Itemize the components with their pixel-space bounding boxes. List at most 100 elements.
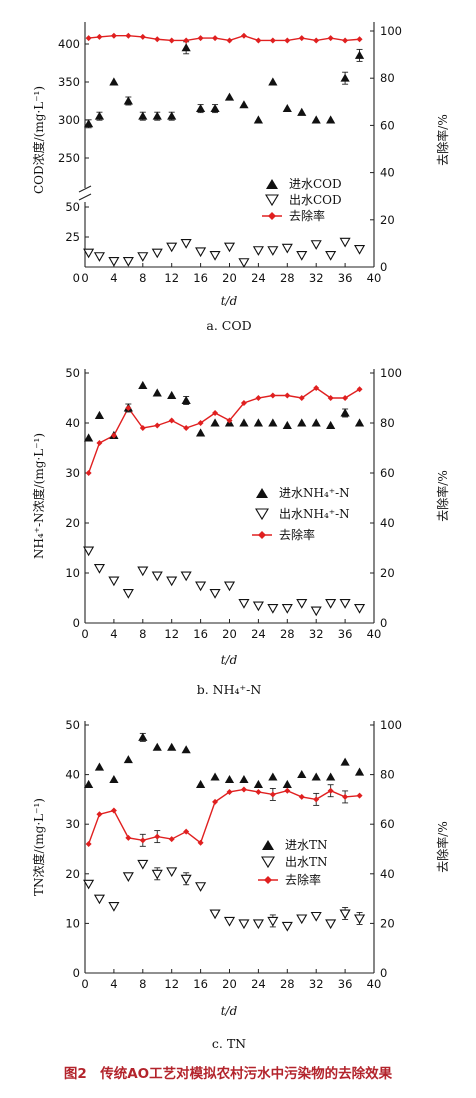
x-axis-label: t/d (221, 653, 238, 667)
axis-break-mark (78, 185, 92, 193)
influent-point (167, 390, 177, 399)
influent-point (311, 772, 321, 781)
influent-point (224, 92, 235, 101)
y-tick-label: 40 (65, 768, 80, 782)
effluent-point (267, 603, 279, 614)
removal-rate-point (327, 787, 334, 794)
x-tick-label: 0 (81, 271, 88, 285)
influent-point (340, 73, 350, 82)
influent-point (94, 762, 105, 771)
removal-rate-point (212, 410, 219, 416)
removal-rate-point (356, 36, 363, 43)
removal-rate-point (168, 417, 175, 424)
effluent-point (238, 598, 250, 609)
effluent-point (354, 245, 366, 255)
removal-rate-point (197, 839, 204, 846)
effluent-point (252, 919, 264, 930)
removal-rate-point (154, 36, 161, 43)
removal-rate-point (226, 37, 233, 44)
effluent-point (151, 571, 163, 582)
influent-point (224, 774, 235, 784)
y2-axis-label: 去除率/% (435, 821, 450, 872)
influent-point (340, 757, 350, 766)
removal-rate-point (183, 425, 190, 431)
removal-rate-point (298, 35, 305, 42)
removal-rate-point (139, 837, 146, 844)
effluent-point (296, 598, 308, 609)
removal-rate-point (269, 791, 276, 798)
influent-point (210, 104, 220, 113)
effluent-point (223, 581, 236, 592)
y2-tick-label: 40 (380, 516, 395, 530)
influent-point (138, 380, 148, 389)
legend-marker-influent (262, 840, 274, 850)
removal-rate-point (85, 35, 92, 42)
removal-rate-point (226, 417, 233, 424)
y2-tick-label: 80 (380, 416, 395, 430)
influent-point (109, 77, 119, 86)
y2-tick-label: 20 (380, 213, 395, 227)
influent-point (253, 779, 263, 788)
x-tick-label: 36 (338, 271, 353, 285)
influent-point (84, 119, 94, 128)
x-tick-label: 16 (193, 627, 208, 641)
influent-point (297, 107, 307, 116)
legend-marker-removal-dot (268, 212, 276, 220)
y2-tick-label: 80 (380, 768, 395, 782)
removal-rate-point (96, 440, 103, 446)
x-tick-label: 0 (81, 627, 88, 641)
effluent-point (325, 251, 337, 261)
legend-label-removal: 去除率 (279, 527, 315, 542)
removal-rate-point (313, 37, 320, 44)
effluent-point (281, 243, 293, 254)
y-tick-label: 25 (65, 230, 80, 244)
effluent-point (137, 859, 149, 870)
effluent-point (310, 240, 322, 250)
effluent-point (238, 919, 250, 930)
removal-rate-point (342, 395, 349, 401)
x-tick-label: 20 (222, 271, 237, 285)
removal-rate-point (284, 37, 291, 44)
y-axis-label: NH₄⁺-N浓度/(mg·L⁻¹) (31, 433, 46, 559)
removal-rate-point (139, 33, 146, 40)
removal-rate-point (96, 811, 103, 818)
influent-point (181, 43, 191, 52)
effluent-point (339, 598, 351, 609)
effluent-point (122, 872, 134, 882)
x-tick-label: 20 (222, 977, 237, 991)
x-tick-label: 4 (110, 977, 117, 991)
removal-rate-point (168, 37, 175, 44)
x-tick-label: 0 (81, 977, 88, 991)
influent-point (311, 115, 321, 124)
influent-point (138, 111, 148, 120)
x-tick-label: 24 (251, 627, 266, 641)
effluent-point (339, 237, 351, 248)
effluent-point (267, 246, 279, 256)
legend: 进水COD 出水COD 去除率 (262, 177, 342, 223)
legend: 进水NH₄⁺-N 出水NH₄⁺-N 去除率 (252, 486, 350, 542)
influent-point (138, 732, 148, 741)
removal-rate-point (255, 395, 262, 401)
influent-point (268, 772, 278, 781)
effluent-point (151, 869, 163, 880)
x-tick-label: 24 (251, 977, 266, 991)
y2-tick-label: 100 (380, 24, 402, 38)
y2-tick-label: 0 (380, 260, 387, 274)
y2-tick-label: 100 (380, 718, 402, 732)
influent-point (196, 779, 206, 788)
y2-axis-label: 去除率/% (435, 470, 450, 521)
panel-nh4n: 0 4 8 12 16 20 24 28 32 36 40 0 10 20 30 40 50 0 20 40 60 8… (31, 366, 450, 697)
removal-rate-point (154, 422, 161, 429)
influent-point (123, 96, 133, 105)
removal-rate-point (85, 470, 92, 476)
y2-tick-label: 60 (380, 817, 395, 831)
removal-rate-point (313, 385, 320, 391)
influent-point (94, 111, 105, 120)
effluent-point (325, 598, 337, 609)
effluent-point (209, 251, 221, 261)
x-tick-label: 4 (110, 271, 117, 285)
y-tick-label: 30 (65, 466, 80, 480)
legend-marker-effluent (255, 508, 269, 521)
y-tick-label: 20 (65, 516, 80, 530)
x-tick-label: 16 (193, 271, 208, 285)
